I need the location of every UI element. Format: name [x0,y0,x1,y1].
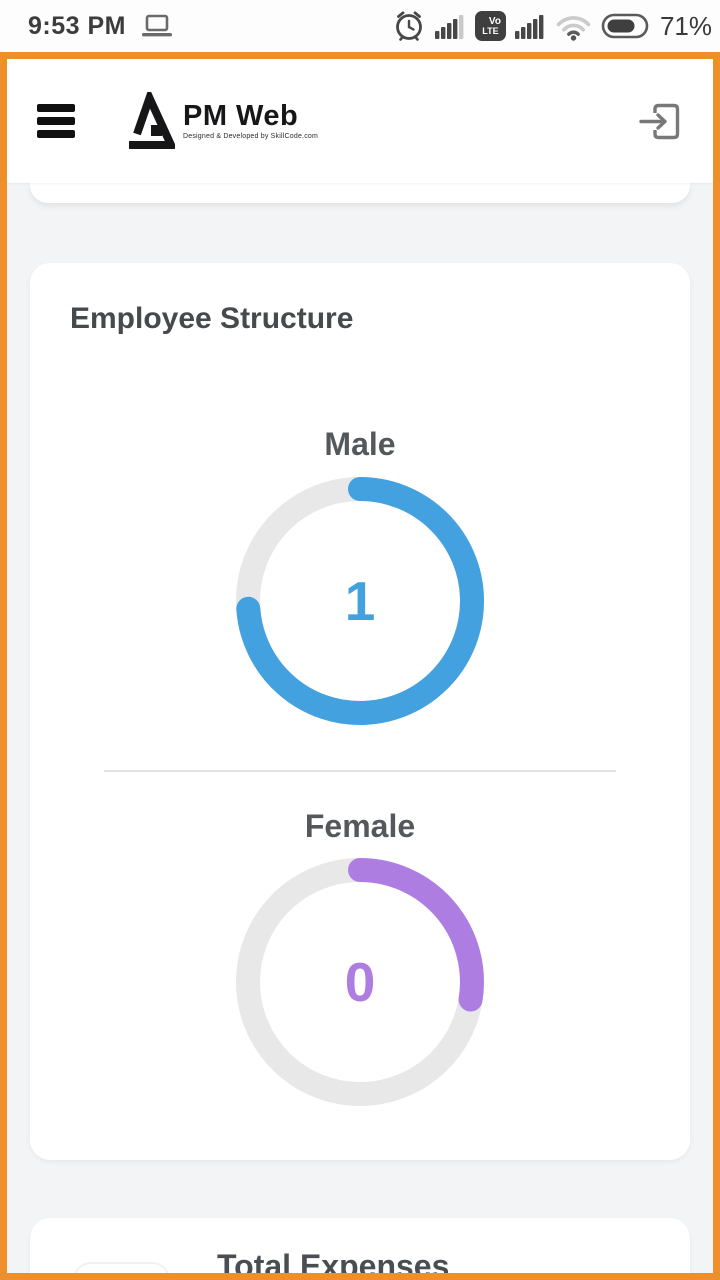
brand-tagline: Designed & Developed by SkillCode.com [183,133,319,140]
volte-badge-icon: Vo LTE [474,11,506,41]
signal-strength-icon-sim2 [514,14,546,39]
app-header: PM Web Designed & Developed by SkillCode… [7,59,713,183]
male-doughnut-chart: 1 [228,469,492,733]
signal-strength-icon-sim1 [434,14,466,39]
wifi-icon [555,12,592,41]
brand-name: PM Web [183,100,299,132]
logo-triangle-icon [121,92,175,150]
battery-icon [601,12,651,40]
battery-percent: 71% [659,10,712,41]
total-expenses-icon-placeholder [73,1262,170,1273]
app-frame: PM Web Designed & Developed by SkillCode… [0,52,720,1280]
female-chart-label: Female [304,808,416,844]
employee-structure-card: Employee Structure Male 1 Female 0 [30,263,690,1160]
chart-divider [104,770,616,772]
total-expenses-card: Total Expenses [30,1218,690,1280]
logout-button[interactable] [637,96,683,146]
sign-out-icon [637,96,683,146]
card-title: Total Expenses [217,1248,450,1280]
hamburger-menu-button[interactable] [37,104,75,138]
male-chart-value: 1 [344,570,376,632]
alarm-icon [392,8,426,44]
laptop-icon [140,13,174,40]
status-bar: 9:53 PM Vo [0,0,720,52]
card-title: Employee Structure [70,302,354,335]
clock-time: 9:53 PM [28,11,126,40]
app-logo: PM Web Designed & Developed by SkillCode… [121,92,318,150]
previous-card-bottom-edge [30,183,690,203]
female-chart-value: 0 [344,951,376,1013]
female-doughnut-chart: 0 [228,850,492,1114]
male-chart-label: Male [324,426,396,462]
